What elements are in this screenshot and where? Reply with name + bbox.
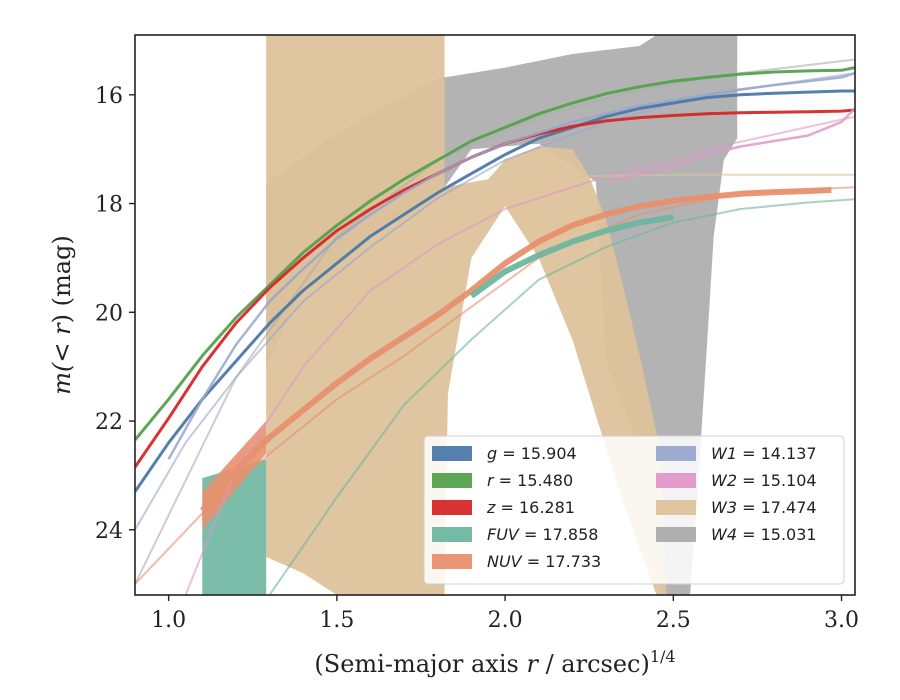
x-tick-label: 1.0	[151, 608, 186, 633]
legend-swatch	[656, 500, 696, 515]
legend-label: g = 15.904	[487, 444, 577, 463]
legend-swatch	[432, 500, 472, 515]
x-tick-label: 2.0	[488, 608, 523, 633]
plot-frame	[134, 34, 856, 596]
legend-swatch	[432, 473, 472, 488]
y-tick-label: 20	[95, 301, 123, 326]
y-axis-ticks: 16 18 20 22 24	[95, 84, 135, 544]
w3-model-curve	[572, 173, 855, 178]
legend-label: W4 = 15.031	[711, 525, 817, 544]
legend-swatch	[656, 446, 696, 461]
legend-label: W1 = 14.137	[711, 444, 817, 463]
legend-label: NUV = 17.733	[487, 552, 601, 571]
series-line-5	[167, 71, 855, 460]
series-line-1	[135, 66, 855, 441]
legend: g = 15.904 r = 15.480 z = 16.281 FUV = 17.8…	[423, 435, 845, 585]
fuv-model-curve	[268, 198, 855, 595]
series-line-0	[135, 89, 855, 493]
legend-swatch	[432, 527, 472, 542]
legend-swatch	[432, 446, 472, 461]
legend-label: W2 = 15.104	[711, 471, 817, 490]
x-axis-ticks: 1.0 1.5 2.0 2.5 3.0	[151, 595, 859, 633]
legend-label: FUV = 17.858	[487, 525, 598, 544]
x-tick-label: 3.0	[824, 608, 859, 633]
series-line-4	[469, 214, 674, 299]
x-tick-label: 2.5	[656, 608, 691, 633]
data-series	[135, 66, 855, 513]
y-tick-label: 22	[95, 410, 123, 435]
legend-swatch	[656, 527, 696, 542]
x-tick-label: 1.5	[319, 608, 354, 633]
legend-swatch	[656, 473, 696, 488]
w2-model-curve	[184, 115, 855, 595]
legend-label: W3 = 17.474	[711, 498, 817, 517]
y-tick-label: 24	[95, 519, 123, 544]
legend-swatch	[432, 554, 472, 569]
series-line-6	[605, 107, 855, 184]
y-axis-label: m(< r) (mag)	[48, 235, 76, 395]
w1-model-curve	[135, 72, 855, 531]
legend-label: z = 16.281	[486, 498, 575, 517]
series-line-3	[199, 187, 832, 513]
x-axis-label: (Semi-major axis r / arcsec)1/4	[314, 647, 675, 678]
w3-band	[266, 35, 667, 595]
legend-box	[423, 435, 845, 585]
y-tick-label: 18	[95, 193, 123, 218]
nuv-model-curve	[135, 186, 855, 585]
y-tick-label: 16	[95, 84, 123, 109]
legend-label: r = 15.480	[487, 471, 573, 490]
